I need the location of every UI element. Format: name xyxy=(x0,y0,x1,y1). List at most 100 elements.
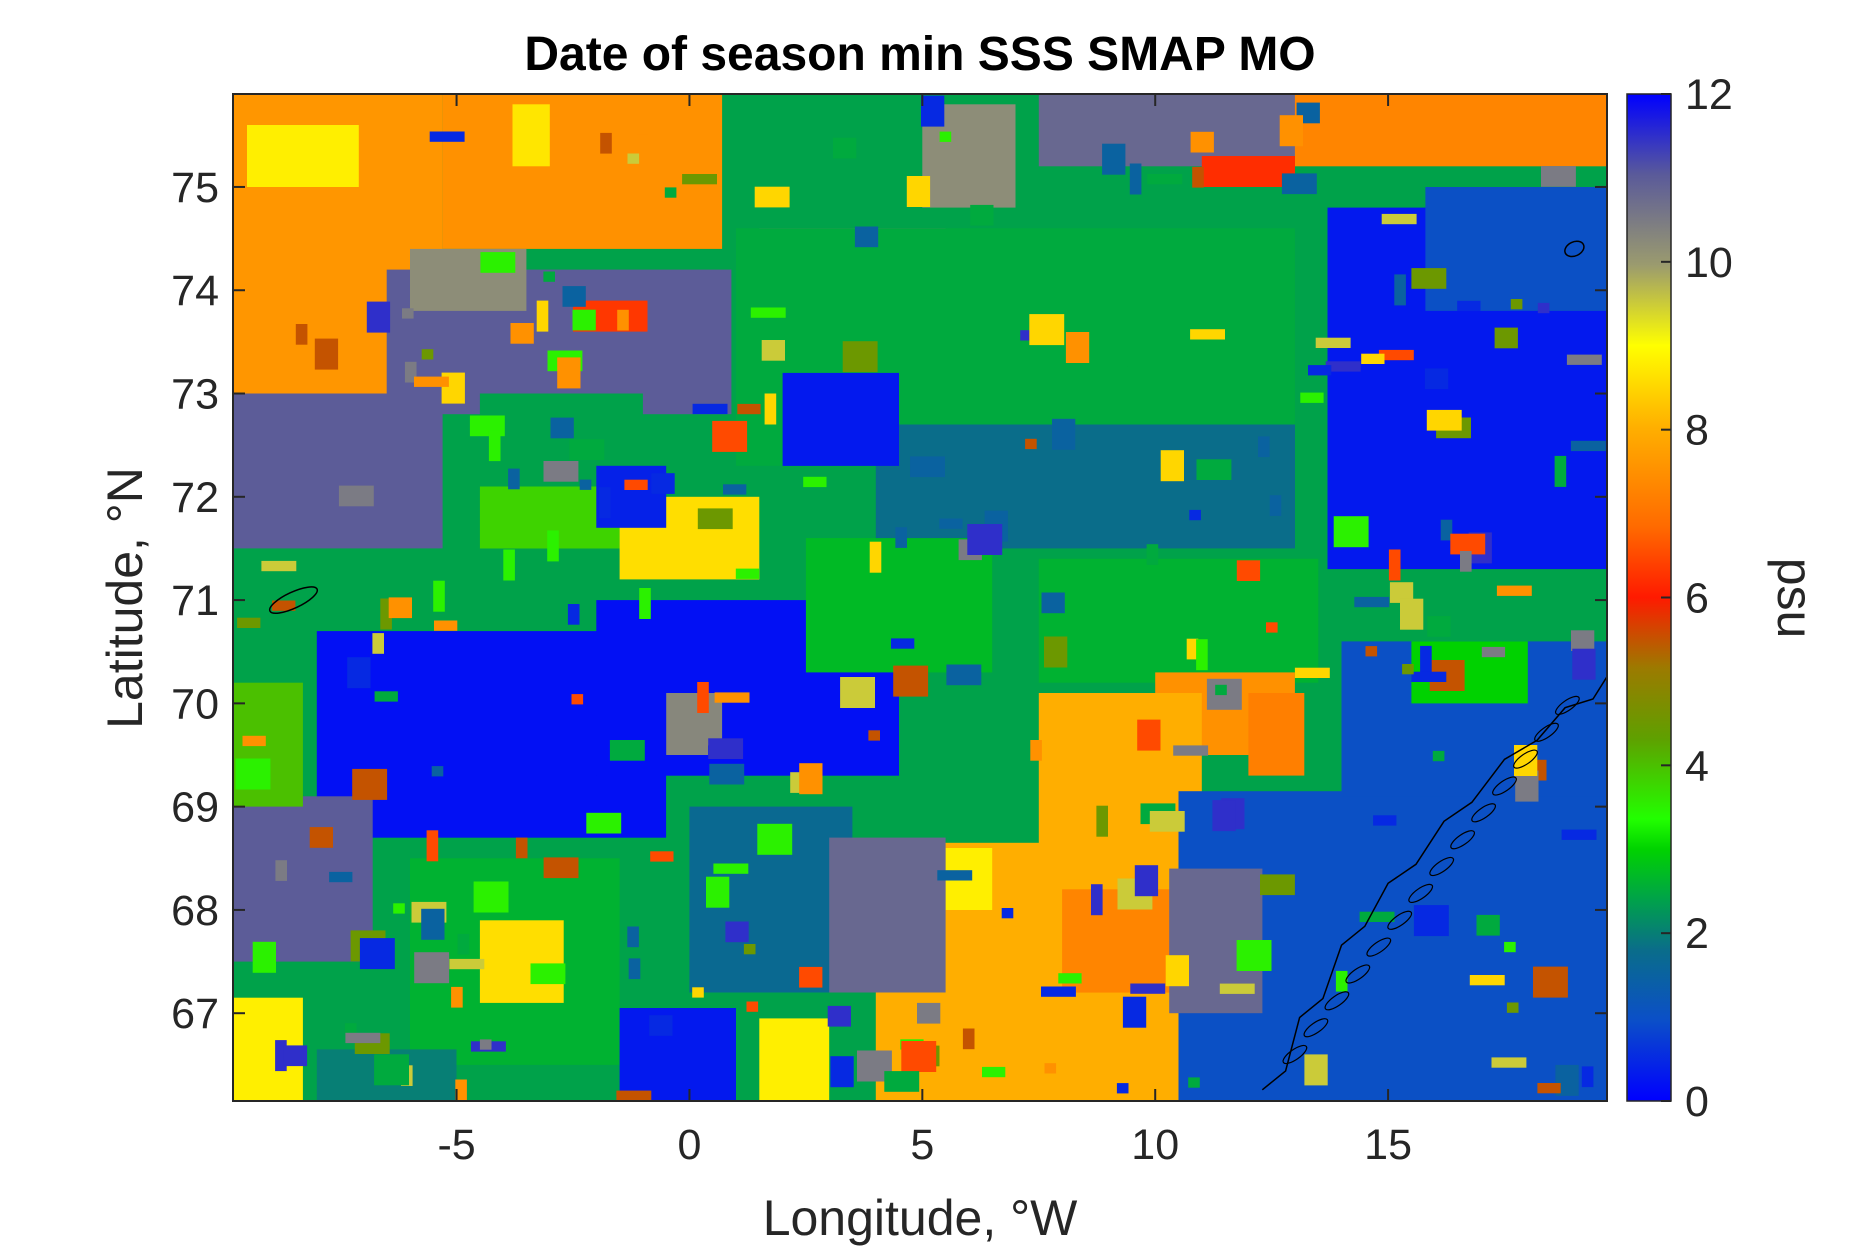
heatmap-cell xyxy=(1190,329,1225,340)
heatmap-cell xyxy=(1554,455,1567,487)
heatmap-cell xyxy=(1129,163,1142,195)
heatmap-cell xyxy=(329,871,353,883)
heatmap-cell xyxy=(1354,596,1390,608)
heatmap-cell xyxy=(617,309,629,331)
heatmap-cell xyxy=(1494,327,1518,349)
heatmap-cell xyxy=(515,837,528,859)
heatmap-cell xyxy=(1400,598,1424,630)
heatmap-cell xyxy=(1147,174,1183,185)
x-axis: -5 0 5 10 15 xyxy=(437,94,1412,1169)
heatmap-cell xyxy=(782,372,899,466)
y-tick-label: 71 xyxy=(171,577,219,625)
heatmap-cell xyxy=(636,134,649,166)
heatmap-cell xyxy=(1186,638,1199,660)
heatmap-cell xyxy=(1457,300,1481,312)
heatmap-cell xyxy=(906,176,931,207)
heatmap-cell xyxy=(1570,440,1606,452)
heatmap-cell xyxy=(1394,274,1406,306)
heatmap-cell xyxy=(799,966,823,988)
heatmap-cell xyxy=(295,324,308,345)
heatmap-cell xyxy=(393,903,405,914)
heatmap-cell xyxy=(1041,986,1076,997)
heatmap-cell xyxy=(530,963,566,985)
heatmap-cell xyxy=(374,1054,409,1086)
y-tick-label: 69 xyxy=(171,784,219,832)
heatmap-cell xyxy=(1359,911,1395,922)
heatmap-cell xyxy=(1373,815,1397,826)
island-outline xyxy=(1513,749,1538,769)
heatmap-cell xyxy=(1149,811,1185,832)
heatmap-cell xyxy=(426,830,439,862)
y-axis-label: Latitude, °N xyxy=(97,467,153,729)
heatmap-cell xyxy=(275,1040,287,1072)
heatmap-cell xyxy=(939,131,952,142)
heatmap-cell xyxy=(697,682,709,713)
heatmap-cell xyxy=(366,301,391,333)
heatmap-cell xyxy=(651,473,675,494)
heatmap-cell xyxy=(939,518,963,529)
heatmap-cell xyxy=(455,1079,467,1101)
heatmap-cell xyxy=(1196,459,1232,480)
heatmap-cell xyxy=(692,403,728,415)
heatmap-cell xyxy=(875,424,1295,549)
heatmap-cell xyxy=(1555,1064,1579,1096)
heatmap-cell xyxy=(372,633,384,654)
y-tick-label: 75 xyxy=(171,164,219,212)
heatmap-cell xyxy=(616,1090,652,1101)
heatmap-cell xyxy=(1361,353,1385,364)
heatmap-cell xyxy=(1215,684,1227,696)
heatmap-cell xyxy=(352,768,388,800)
heatmap-cell xyxy=(868,730,880,741)
heatmap-cell xyxy=(1537,1083,1561,1094)
heatmap-cell xyxy=(414,952,450,984)
heatmap-cell xyxy=(1424,368,1449,390)
heatmap-cell xyxy=(869,541,882,573)
heatmap-cell xyxy=(854,226,879,248)
heatmap-cell xyxy=(895,527,907,548)
heatmap-cell xyxy=(754,186,790,208)
heatmap-cell xyxy=(510,323,534,344)
heatmap-cell xyxy=(421,908,445,940)
heatmap-cell xyxy=(404,361,417,383)
colorbar-tick-label: 10 xyxy=(1685,239,1733,287)
heatmap-cell xyxy=(1365,646,1378,657)
heatmap-cell xyxy=(962,1028,975,1050)
heatmap-cell xyxy=(1165,955,1189,987)
heatmap-cell xyxy=(1426,409,1462,431)
heatmap-cell xyxy=(1476,914,1500,936)
heatmap-cell xyxy=(1440,519,1453,541)
heatmap-cell xyxy=(1294,667,1330,678)
heatmap-cell xyxy=(1041,592,1065,614)
heatmap-cell xyxy=(697,508,733,530)
heatmap-cell xyxy=(805,538,993,673)
heatmap-cell xyxy=(1236,940,1272,971)
heatmap-cell xyxy=(1537,302,1550,314)
heatmap-cell xyxy=(1269,495,1282,516)
heatmap-cell xyxy=(345,1032,381,1044)
heatmap-cell xyxy=(536,300,549,332)
heatmap-cell xyxy=(1038,693,1202,859)
chart-title: Date of season min SSS SMAP MO xyxy=(524,28,1315,81)
heatmap-cell xyxy=(1260,874,1295,896)
heatmap-cell xyxy=(1515,770,1539,802)
colorbar-tick-label: 6 xyxy=(1685,575,1709,623)
heatmap-cell xyxy=(619,1008,736,1101)
island-outline xyxy=(1429,856,1455,877)
heatmap-cell xyxy=(833,137,857,159)
heatmap-cell xyxy=(344,1023,357,1034)
heatmap-cell xyxy=(1504,941,1516,953)
heatmap-cell xyxy=(1236,347,1248,369)
heatmap-cell xyxy=(338,485,374,507)
heatmap-cell xyxy=(1402,664,1414,675)
heatmap-cell xyxy=(1236,560,1261,581)
heatmap-cell xyxy=(1196,639,1208,671)
heatmap-cell xyxy=(451,986,463,1008)
heatmap-cell xyxy=(479,920,564,1003)
island-outline xyxy=(1492,776,1517,796)
heatmap-cell xyxy=(347,657,371,689)
heatmap-cell xyxy=(1279,115,1303,147)
x-axis-label: Longitude, °W xyxy=(763,1190,1078,1246)
heatmap-cell xyxy=(1333,516,1369,548)
heatmap-cell xyxy=(1514,745,1538,776)
heatmap-cell xyxy=(764,393,777,425)
